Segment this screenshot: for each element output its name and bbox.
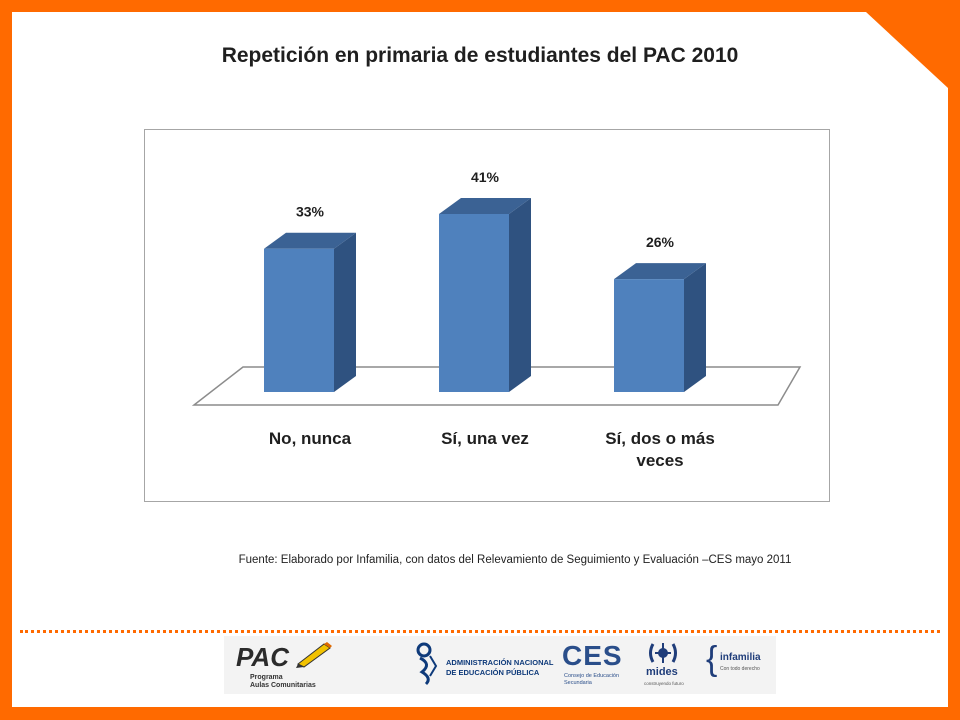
data-label: 26% [646,234,675,250]
bar-side [684,263,706,392]
ces-logo-sub1: Consejo de Educación [564,673,620,679]
dotted-divider [20,630,940,633]
anep-logo-line1: ADMINISTRACIÓN NACIONAL [446,658,554,667]
infamilia-logo-text: infamilia [720,652,761,663]
infamilia-logo: { infamilia Con todo derecho [706,640,774,688]
infamilia-brace-icon: { [706,640,718,678]
pac-logo-sub2: Aulas Comunitarias [250,682,316,689]
pencil-icon [296,642,332,668]
pac-logo-sub1: Programa [250,674,283,681]
anep-logo-line2: DE EDUCACIÓN PÚBLICA [446,668,540,677]
logo-bar: PAC Programa Aulas Comunitarias ADMINIST… [224,636,776,694]
bar [439,214,509,392]
infamilia-logo-sub: Con todo derecho [720,666,760,672]
mides-logo: mides construyendo futuro [636,640,696,690]
bar-top [614,263,706,280]
bar-top [439,198,531,214]
corner-accent [866,12,948,88]
source-note: Fuente: Elaborado por Infamilia, con dat… [238,554,792,566]
data-label: 33% [296,204,325,220]
pac-logo-text: PAC [236,642,289,672]
category-label: No, nunca [269,429,352,448]
mides-logo-sub: construyendo futuro [644,681,684,686]
chart-title: Repetición en primaria de estudiantes de… [221,44,739,67]
pac-logo: PAC Programa Aulas Comunitarias [234,640,334,690]
anep-logo: ADMINISTRACIÓN NACIONAL DE EDUCACIÓN PÚB… [414,642,554,688]
category-label: veces [636,451,683,470]
ces-logo: CES Consejo de Educación Secundaria [562,640,632,690]
mides-logo-text: mides [646,666,678,678]
bar [614,279,684,392]
bar [264,248,334,392]
data-label: 41% [471,169,500,185]
category-label: Sí, una vez [441,429,529,448]
category-label: Sí, dos o más [605,429,715,448]
anep-emblem-icon [416,642,438,686]
bar-side [334,232,356,392]
ces-logo-sub2: Secundaria [564,680,592,686]
bar-top [264,232,356,249]
ces-logo-text: CES [562,640,623,671]
mides-emblem-icon [649,643,677,663]
bar-side [509,198,531,392]
